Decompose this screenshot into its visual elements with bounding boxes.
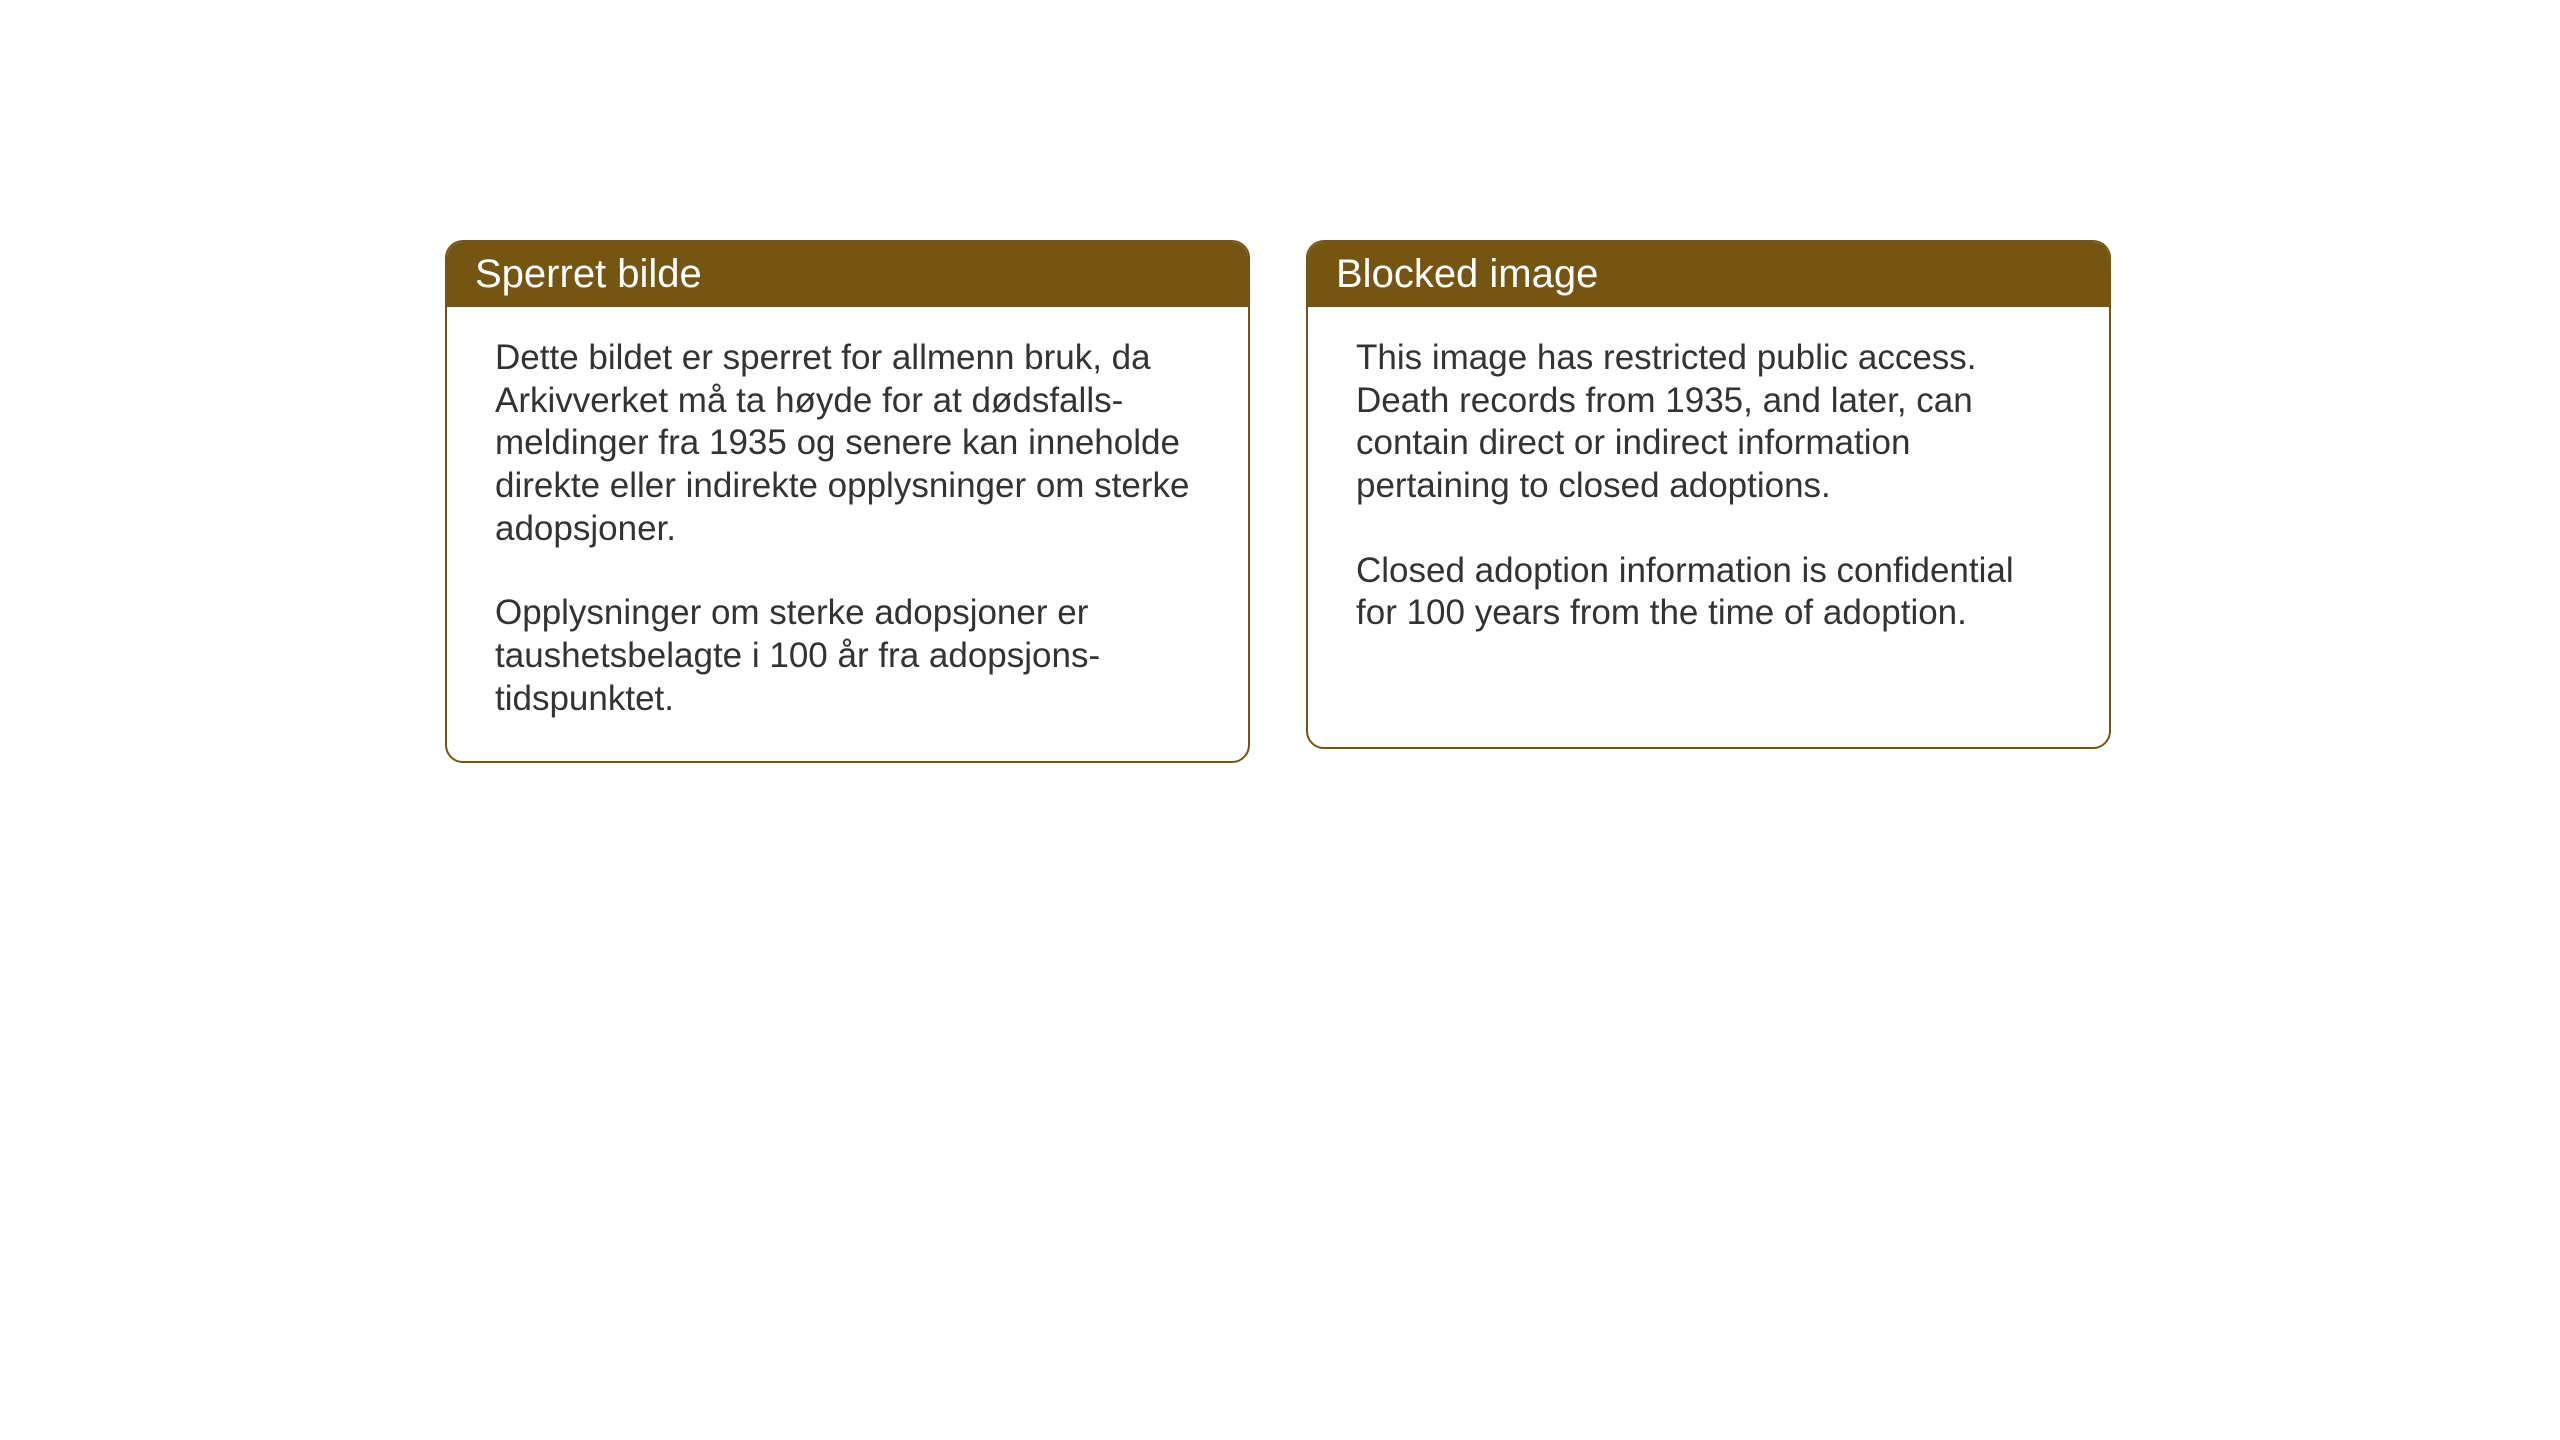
card-english-paragraph-1: This image has restricted public access.… [1356,337,2061,508]
card-english: Blocked image This image has restricted … [1306,240,2111,749]
card-norwegian-header: Sperret bilde [447,242,1248,307]
card-norwegian-body: Dette bildet er sperret for allmenn bruk… [447,307,1248,761]
card-norwegian-paragraph-1: Dette bildet er sperret for allmenn bruk… [495,337,1200,550]
card-english-body: This image has restricted public access.… [1308,307,2109,675]
card-norwegian-paragraph-2: Opplysninger om sterke adopsjoner er tau… [495,592,1200,720]
card-english-paragraph-2: Closed adoption information is confident… [1356,550,2061,635]
card-norwegian: Sperret bilde Dette bildet er sperret fo… [445,240,1250,763]
card-english-header: Blocked image [1308,242,2109,307]
cards-container: Sperret bilde Dette bildet er sperret fo… [445,240,2111,763]
